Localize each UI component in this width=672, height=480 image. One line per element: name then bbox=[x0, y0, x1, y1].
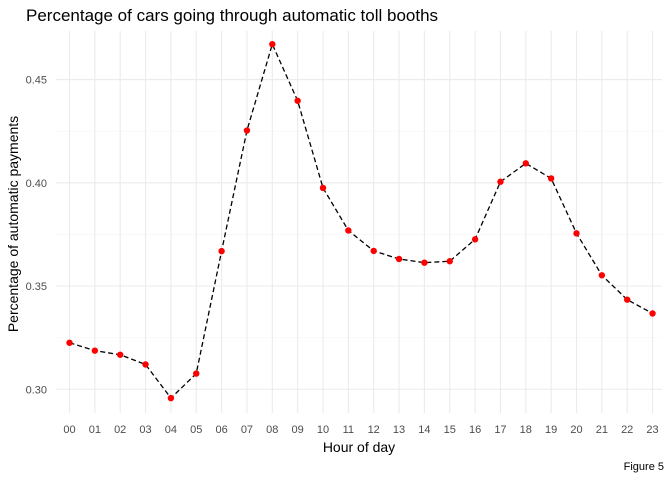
y-tick-label: 0.35 bbox=[26, 281, 47, 293]
y-axis-ticks: 0.30 0.35 0.40 0.45 bbox=[26, 75, 47, 397]
x-tick-label: 15 bbox=[444, 424, 456, 436]
data-point bbox=[218, 247, 225, 255]
x-tick-label: 12 bbox=[368, 424, 380, 436]
x-tick-label: 11 bbox=[343, 424, 354, 436]
data-point bbox=[522, 160, 529, 167]
grid bbox=[56, 31, 662, 413]
x-tick-label: 21 bbox=[596, 424, 608, 436]
data-points bbox=[66, 41, 656, 402]
data-point bbox=[345, 227, 352, 234]
data-point bbox=[66, 339, 73, 346]
x-tick-label: 18 bbox=[520, 424, 532, 436]
data-point bbox=[649, 310, 656, 317]
data-point bbox=[91, 347, 99, 354]
x-tick-label: 05 bbox=[190, 424, 202, 436]
x-axis-ticks: 00 01 02 03 04 05 06 07 08 09 10 11 12 13 14 15 16 17 18 19… bbox=[63, 424, 658, 436]
x-tick-label: 06 bbox=[215, 424, 227, 436]
x-tick-label: 20 bbox=[570, 424, 582, 436]
chart-title: Percentage of cars going through automat… bbox=[26, 6, 438, 25]
x-tick-label: 00 bbox=[63, 424, 75, 436]
data-point bbox=[598, 272, 606, 279]
x-tick-label: 22 bbox=[621, 424, 633, 436]
x-tick-label: 04 bbox=[165, 424, 177, 436]
data-point bbox=[269, 41, 276, 48]
x-tick-label: 19 bbox=[545, 424, 557, 436]
data-point bbox=[395, 255, 403, 263]
x-tick-label: 14 bbox=[418, 424, 430, 436]
x-tick-label: 02 bbox=[114, 424, 126, 436]
data-point bbox=[497, 178, 504, 185]
figure-caption: Figure 5 bbox=[624, 461, 664, 473]
data-point bbox=[370, 247, 377, 255]
data-point bbox=[142, 361, 149, 368]
x-tick-label: 23 bbox=[646, 424, 658, 436]
x-tick-label: 16 bbox=[469, 424, 481, 436]
series-line bbox=[69, 42, 653, 400]
y-axis-title: Percentage of automatic payments bbox=[5, 116, 21, 332]
x-axis-title: Hour of day bbox=[323, 439, 395, 455]
data-point bbox=[117, 351, 124, 358]
data-point bbox=[243, 127, 251, 134]
data-point bbox=[319, 184, 327, 192]
data-point bbox=[573, 230, 580, 237]
x-tick-label: 10 bbox=[317, 424, 329, 436]
y-tick-label: 0.45 bbox=[26, 75, 47, 87]
y-tick-label: 0.30 bbox=[26, 384, 47, 396]
x-tick-label: 03 bbox=[139, 424, 151, 436]
data-point bbox=[471, 236, 479, 243]
x-tick-label: 01 bbox=[89, 424, 101, 436]
data-point bbox=[547, 175, 555, 182]
data-point bbox=[421, 259, 428, 266]
data-point bbox=[624, 296, 631, 303]
data-point bbox=[193, 370, 200, 377]
x-tick-label: 17 bbox=[494, 424, 506, 436]
data-point bbox=[446, 258, 453, 265]
data-point bbox=[167, 394, 175, 402]
x-tick-label: 09 bbox=[292, 424, 304, 436]
x-tick-label: 07 bbox=[241, 424, 253, 436]
data-point bbox=[294, 97, 301, 104]
x-tick-label: 13 bbox=[393, 424, 405, 436]
x-tick-label: 08 bbox=[266, 424, 278, 436]
y-tick-label: 0.40 bbox=[26, 178, 47, 190]
